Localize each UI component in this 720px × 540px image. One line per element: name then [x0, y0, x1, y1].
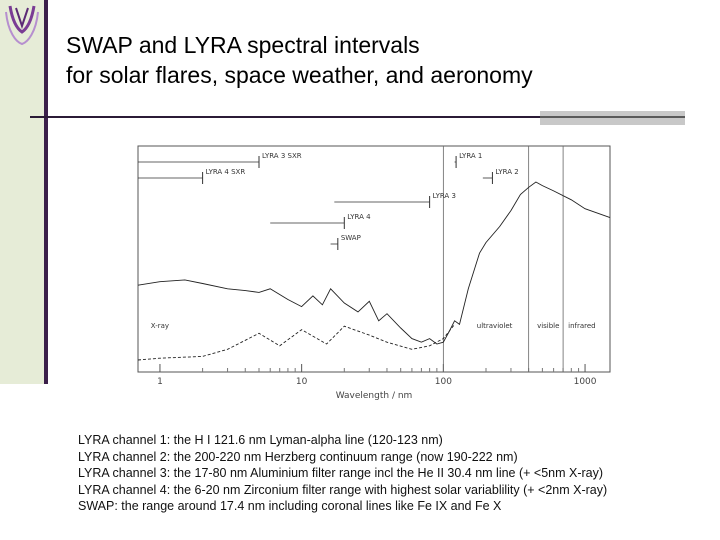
- x-tick-label: 1000: [574, 377, 597, 387]
- interval-label: LYRA 3: [433, 192, 456, 200]
- title-line-2: for solar flares, space weather, and aer…: [66, 62, 533, 88]
- interval-label: LYRA 4 SXR: [206, 168, 246, 176]
- region-label: ultraviolet: [477, 322, 513, 330]
- note-line: SWAP: the range around 17.4 nm including…: [78, 499, 502, 513]
- spectrum-line-solid: [137, 181, 611, 345]
- title-line-1: SWAP and LYRA spectral intervals: [66, 32, 420, 58]
- title-rule-accent: [540, 111, 685, 125]
- interval-label: LYRA 2: [495, 168, 518, 176]
- note-line: LYRA channel 3: the 17-80 nm Aluminium f…: [78, 466, 604, 480]
- spectrum-figure: 1 10 100 1000 Wavelength / nm X-ray ultraviole…: [122, 140, 620, 412]
- x-axis-label: Wavelength / nm: [336, 391, 413, 401]
- region-label: visible: [537, 322, 559, 330]
- x-tick-label: 1: [157, 377, 163, 387]
- region-label: X-ray: [151, 322, 169, 330]
- region-label: infrared: [568, 322, 596, 330]
- spectrum-line-dashed: [137, 324, 455, 361]
- note-line: LYRA channel 1: the H I 121.6 nm Lyman-a…: [78, 433, 443, 447]
- channel-notes: LYRA channel 1: the H I 121.6 nm Lyman-a…: [78, 432, 718, 515]
- title-rule-accent-line: [540, 116, 685, 118]
- sidebar-band: [0, 0, 48, 384]
- note-line: LYRA channel 2: the 200-220 nm Herzberg …: [78, 449, 518, 464]
- interval-label: LYRA 4: [347, 213, 371, 221]
- plot-frame: [137, 145, 611, 373]
- interval-label: LYRA 1: [459, 152, 482, 160]
- sidebar-edge: [44, 0, 48, 384]
- interval-label: LYRA 3 SXR: [262, 152, 302, 160]
- x-tick-label: 10: [296, 377, 308, 387]
- interval-label: SWAP: [341, 234, 361, 242]
- x-tick-label: 100: [435, 377, 452, 387]
- slide-title: SWAP and LYRA spectral intervals for sol…: [66, 30, 706, 90]
- note-line: LYRA channel 4: the 6-20 nm Zirconium fi…: [78, 482, 608, 497]
- title-rule: [30, 116, 540, 118]
- spectrum-chart: 1 10 100 1000 Wavelength / nm X-ray ultraviole…: [137, 145, 611, 401]
- logo-icon: [5, 5, 39, 46]
